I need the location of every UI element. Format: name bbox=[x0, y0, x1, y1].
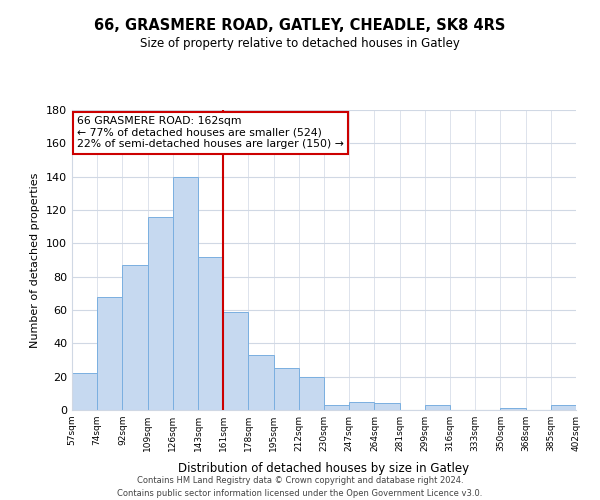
Bar bbox=[425, 405, 450, 410]
Text: Contains HM Land Registry data © Crown copyright and database right 2024.
Contai: Contains HM Land Registry data © Crown c… bbox=[118, 476, 482, 498]
Bar bbox=[173, 176, 198, 410]
Bar bbox=[248, 355, 274, 410]
Text: 66 GRASMERE ROAD: 162sqm
← 77% of detached houses are smaller (524)
22% of semi-: 66 GRASMERE ROAD: 162sqm ← 77% of detach… bbox=[77, 116, 344, 149]
Bar bbox=[274, 368, 299, 410]
Bar bbox=[198, 256, 223, 410]
Y-axis label: Number of detached properties: Number of detached properties bbox=[31, 172, 40, 348]
Bar bbox=[223, 312, 248, 410]
X-axis label: Distribution of detached houses by size in Gatley: Distribution of detached houses by size … bbox=[178, 462, 470, 475]
Bar bbox=[97, 296, 122, 410]
Bar bbox=[500, 408, 526, 410]
Bar bbox=[72, 374, 97, 410]
Text: 66, GRASMERE ROAD, GATLEY, CHEADLE, SK8 4RS: 66, GRASMERE ROAD, GATLEY, CHEADLE, SK8 … bbox=[94, 18, 506, 32]
Bar bbox=[551, 405, 576, 410]
Bar bbox=[374, 404, 400, 410]
Bar bbox=[148, 216, 173, 410]
Bar bbox=[324, 405, 349, 410]
Bar bbox=[122, 265, 148, 410]
Bar bbox=[349, 402, 374, 410]
Bar bbox=[299, 376, 324, 410]
Text: Size of property relative to detached houses in Gatley: Size of property relative to detached ho… bbox=[140, 38, 460, 51]
